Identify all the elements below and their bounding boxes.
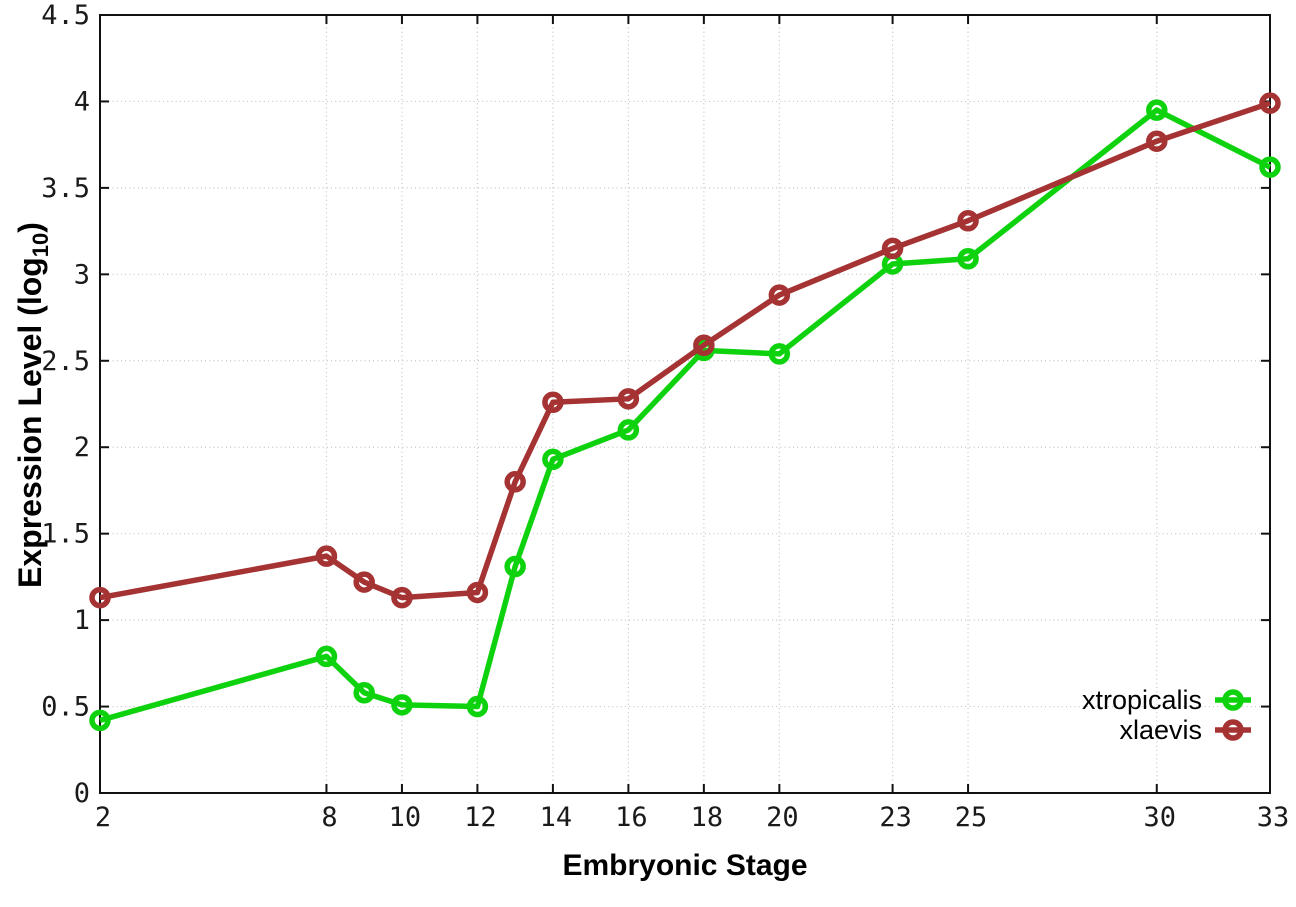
data-point-xlaevis (768, 284, 791, 306)
series-line-xtropicalis (99, 107, 1272, 724)
legend-row-xtropicalis: xtropicalis (1082, 686, 1254, 714)
data-point-xtropicalis (1259, 156, 1281, 178)
legend-label: xtropicalis (1081, 685, 1202, 715)
data-point-xlaevis (466, 581, 489, 604)
y-axis-title: Expression Level (log10) (12, 125, 53, 685)
data-point-xlaevis (542, 391, 564, 414)
y-tick-label: 0 (74, 778, 90, 809)
data-point-xlaevis (504, 471, 526, 493)
data-point-xlaevis (353, 571, 375, 593)
y-tick-label: 2.5 (41, 346, 90, 377)
y-tick-label: 3.5 (41, 173, 90, 204)
x-tick-label: 16 (615, 802, 648, 833)
data-point-xlaevis (881, 237, 904, 260)
tick-labels: 2 8 10 12 14 16 18 20 23 25 30 33 0 0.5 1 1.5 2 2.5 3 3.5 4 4… (41, 0, 1289, 833)
y-tick-label: 0.5 (41, 692, 90, 723)
data-point-xtropicalis (542, 448, 564, 471)
data-point-xlaevis (89, 586, 111, 609)
data-point-xtropicalis (504, 555, 526, 578)
gridlines (100, 15, 1270, 793)
x-tick-label: 8 (321, 802, 337, 833)
data-point-xtropicalis (89, 709, 111, 732)
x-tick-label: 25 (955, 802, 988, 833)
data-point-xlaevis (1146, 130, 1168, 152)
data-point-xlaevis (957, 209, 979, 232)
legend-row-xlaevis: xlaevis (1082, 716, 1254, 744)
x-tick-label: 2 (95, 802, 111, 833)
data-point-xtropicalis (391, 694, 413, 716)
x-axis-title: Embryonic Stage (562, 849, 808, 882)
x-tick-label: 30 (1144, 802, 1177, 833)
data-point-xtropicalis (315, 645, 338, 668)
legend-sample-marker (1222, 719, 1244, 741)
x-tick-label: 14 (540, 802, 573, 833)
x-tick-label: 23 (879, 802, 912, 833)
y-tick-label: 4.5 (41, 0, 90, 31)
y-axis-title-subscript: 10 (28, 232, 53, 258)
series-xlaevis (89, 92, 1281, 609)
tick-marks (99, 14, 1271, 794)
data-point-xlaevis (617, 388, 640, 410)
x-tick-label: 12 (464, 802, 497, 833)
series-xtropicalis (89, 99, 1281, 732)
y-tick-label: 3 (74, 259, 90, 290)
y-axis-title-close: ) (12, 222, 48, 233)
legend-sample-marker (1222, 689, 1244, 711)
data-point-xlaevis (391, 586, 413, 609)
data-point-xlaevis (693, 334, 715, 356)
series-line-xlaevis (99, 100, 1271, 601)
data-point-xtropicalis (1146, 99, 1168, 121)
x-tick-label: 33 (1257, 802, 1290, 833)
data-point-xtropicalis (466, 695, 489, 718)
y-tick-label: 4 (74, 86, 90, 117)
data-point-xtropicalis (353, 681, 375, 704)
data-point-xlaevis (315, 545, 338, 567)
y-tick-label: 2 (74, 432, 90, 463)
legend-label: xlaevis (1119, 715, 1202, 745)
y-tick-label: 1 (74, 605, 90, 636)
legend-sample-icon (1215, 689, 1251, 711)
x-tick-label: 18 (691, 802, 724, 833)
y-axis-title-text: Expression Level (log (12, 257, 48, 588)
x-tick-label: 10 (389, 802, 422, 833)
data-point-xtropicalis (957, 248, 979, 270)
data-point-xlaevis (1259, 92, 1281, 114)
legend-sample-icon (1215, 719, 1251, 741)
data-point-xtropicalis (617, 419, 640, 441)
data-point-xtropicalis (768, 343, 791, 365)
x-tick-label: 20 (766, 802, 799, 833)
plot-border (99, 14, 1271, 794)
y-tick-label: 1.5 (41, 519, 90, 550)
legend: xtropicalis xlaevis (1082, 686, 1254, 744)
